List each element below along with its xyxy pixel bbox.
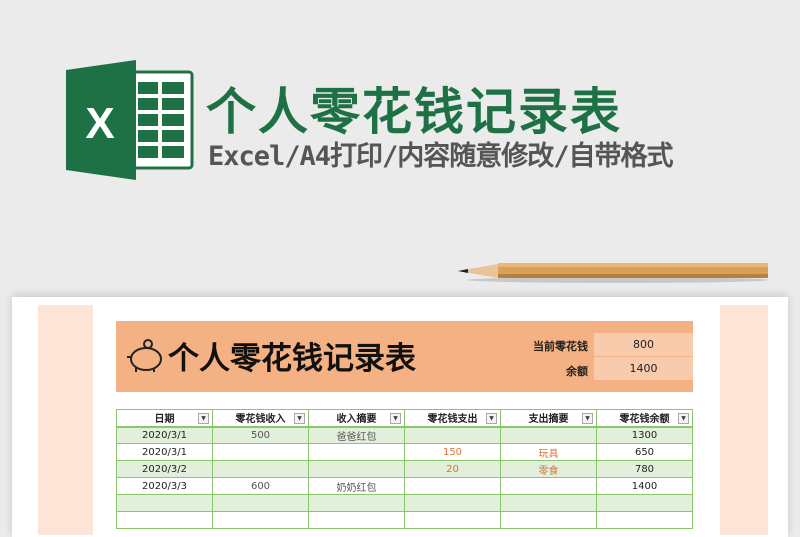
table-cell[interactable]: 780 xyxy=(596,460,693,478)
table-row: 2020/3/2 20 零食 780 xyxy=(116,460,693,478)
table-cell[interactable]: 600 xyxy=(212,477,309,495)
table-header-row: 日期 ▼ 零花钱收入 ▼ 收入摘要 ▼ 零花钱支出 ▼ 支出摘要 ▼ 零花钱余额 ▼ xyxy=(116,409,693,428)
table-cell[interactable]: 2020/3/1 xyxy=(116,443,213,461)
table-cell[interactable] xyxy=(212,494,309,512)
pencil-icon xyxy=(458,263,768,283)
column-header-label: 零花钱支出 xyxy=(427,414,478,426)
column-header-label: 零花钱余额 xyxy=(619,414,670,426)
summary-value[interactable]: 800 xyxy=(594,333,693,356)
table-cell[interactable] xyxy=(500,494,597,512)
excel-logo-icon: X xyxy=(66,60,194,180)
table-row xyxy=(116,494,693,512)
table-cell[interactable] xyxy=(212,443,309,461)
column-header[interactable]: 零花钱收入 ▼ xyxy=(212,409,309,428)
piggy-bank-icon xyxy=(127,339,162,372)
summary-label: 当前零花钱 xyxy=(533,340,588,353)
filter-dropdown-icon[interactable]: ▼ xyxy=(198,413,209,424)
page-margin-left xyxy=(38,305,93,535)
records-table: 日期 ▼ 零花钱收入 ▼ 收入摘要 ▼ 零花钱支出 ▼ 支出摘要 ▼ 零花钱余额 ▼ 2020/3/1… xyxy=(116,409,693,529)
filter-dropdown-icon[interactable]: ▼ xyxy=(486,413,497,424)
table-row: 2020/3/3 600 奶奶红包 1400 xyxy=(116,477,693,495)
table-cell[interactable] xyxy=(404,426,501,444)
table-cell[interactable] xyxy=(116,494,213,512)
table-cell[interactable]: 1300 xyxy=(596,426,693,444)
column-header[interactable]: 零花钱余额 ▼ xyxy=(596,409,693,428)
table-cell[interactable] xyxy=(308,460,405,478)
column-header-label: 收入摘要 xyxy=(336,414,377,426)
filter-dropdown-icon[interactable]: ▼ xyxy=(390,413,401,424)
table-cell[interactable] xyxy=(404,477,501,495)
table-cell[interactable] xyxy=(596,494,693,512)
banner-title: 个人零花钱记录表 xyxy=(206,83,622,141)
summary-value[interactable]: 1400 xyxy=(594,357,693,380)
table-cell[interactable]: 奶奶红包 xyxy=(308,477,405,495)
column-header[interactable]: 收入摘要 ▼ xyxy=(308,409,405,428)
column-header-label: 支出摘要 xyxy=(528,414,569,426)
page-margin-right xyxy=(720,305,768,535)
table-cell[interactable]: 20 xyxy=(404,460,501,478)
table-cell[interactable]: 2020/3/1 xyxy=(116,426,213,444)
filter-dropdown-icon[interactable]: ▼ xyxy=(582,413,593,424)
sheet-title: 个人零花钱记录表 xyxy=(168,341,416,377)
column-header-label: 零花钱收入 xyxy=(235,414,286,426)
table-cell[interactable]: 2020/3/2 xyxy=(116,460,213,478)
table-row: 2020/3/1 150 玩具 650 xyxy=(116,443,693,461)
table-cell[interactable] xyxy=(212,460,309,478)
table-cell[interactable]: 150 xyxy=(404,443,501,461)
sheet-header: 个人零花钱记录表 当前零花钱 800 余额 1400 xyxy=(116,321,693,392)
table-cell[interactable]: 2020/3/3 xyxy=(116,477,213,495)
table-cell[interactable] xyxy=(404,494,501,512)
filter-dropdown-icon[interactable]: ▼ xyxy=(678,413,689,424)
banner-subtitle: Excel/A4打印/内容随意修改/自带格式 xyxy=(208,141,674,172)
column-header[interactable]: 支出摘要 ▼ xyxy=(500,409,597,428)
table-cell[interactable] xyxy=(500,477,597,495)
summary-label: 余额 xyxy=(566,365,588,378)
filter-dropdown-icon[interactable]: ▼ xyxy=(294,413,305,424)
table-cell[interactable]: 500 xyxy=(212,426,309,444)
column-header-label: 日期 xyxy=(154,414,175,426)
table-cell[interactable] xyxy=(500,426,597,444)
table-cell[interactable]: 爸爸红包 xyxy=(308,426,405,444)
table-cell[interactable]: 玩具 xyxy=(500,443,597,461)
table-cell[interactable] xyxy=(308,443,405,461)
logo-letter: X xyxy=(85,99,114,148)
table-cell[interactable] xyxy=(308,494,405,512)
table-cell[interactable]: 650 xyxy=(596,443,693,461)
table-row: 2020/3/1 500 爸爸红包 1300 xyxy=(116,426,693,444)
table-cell[interactable]: 1400 xyxy=(596,477,693,495)
column-header[interactable]: 零花钱支出 ▼ xyxy=(404,409,501,428)
table-cell[interactable]: 零食 xyxy=(500,460,597,478)
column-header[interactable]: 日期 ▼ xyxy=(116,409,213,428)
